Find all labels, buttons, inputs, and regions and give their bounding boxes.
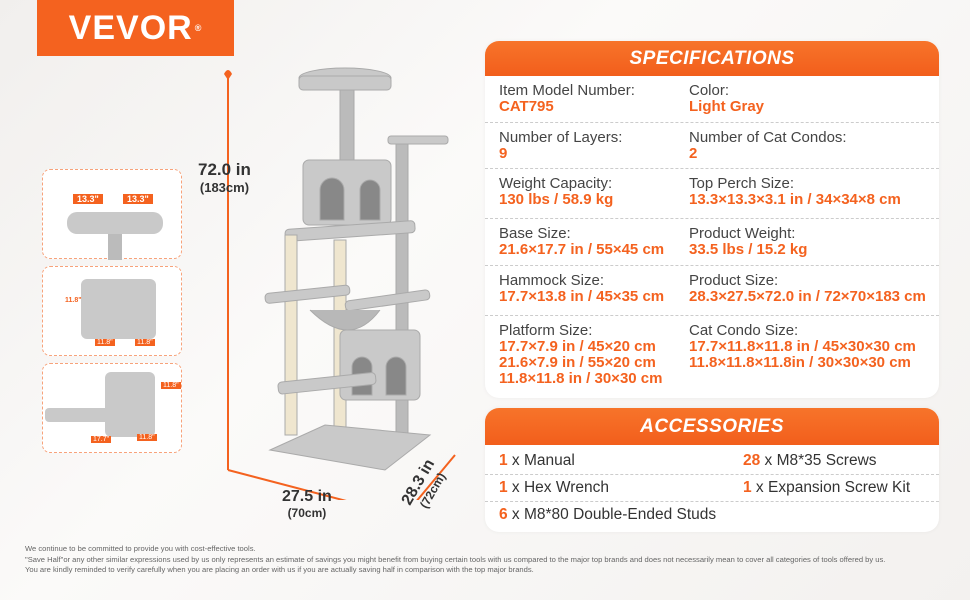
spec-cell: Weight Capacity: 130 lbs / 58.9 kg	[485, 176, 675, 218]
disclaimer-line: We continue to be committed to provide y…	[25, 544, 256, 553]
accessory-qty: 28	[743, 452, 761, 469]
accessory-name: x M8*80 Double-Ended Studs	[507, 506, 717, 523]
accessory-qty: 6	[499, 506, 508, 523]
spec-row: Hammock Size: 17.7×13.8 in / 45×35 cm Prod…	[485, 266, 939, 316]
accessory-name: x Expansion Screw Kit	[751, 479, 911, 496]
inset-lower-condo: 11.8" 17.7" 11.8"	[42, 363, 182, 453]
inset-label: 11.8"	[65, 297, 82, 304]
spec-value: 21.6×17.7 in / 55×45 cm	[499, 241, 665, 258]
spec-value: 17.7×11.8×11.8 in / 45×30×30 cm	[689, 338, 916, 355]
accessory-row: 1 x Manual 28 x M8*35 Screws	[485, 448, 939, 475]
accessory-item: 28 x M8*35 Screws	[731, 448, 939, 474]
spec-cell: Item Model Number: CAT795	[485, 83, 675, 122]
spec-label: Hammock Size:	[499, 272, 605, 289]
spec-label: Product Size:	[689, 272, 779, 289]
spec-value: 33.5 lbs / 15.2 kg	[689, 241, 808, 258]
cat-tree-image	[224, 67, 456, 500]
spec-label: Product Weight:	[689, 225, 796, 242]
accessory-row: 6 x M8*80 Double-Ended Studs	[485, 502, 939, 528]
spec-cell: Hammock Size: 17.7×13.8 in / 45×35 cm	[485, 273, 675, 315]
spec-label: Weight Capacity:	[499, 175, 613, 192]
spec-label: Top Perch Size:	[689, 175, 795, 192]
spec-value: Light Gray	[689, 98, 765, 115]
spec-label: Item Model Number:	[499, 82, 635, 99]
height-cm: (183cm)	[199, 180, 250, 195]
height-in: 72.0 in	[198, 160, 251, 179]
spec-label: Number of Layers:	[499, 129, 623, 146]
spec-cell: Cat Condo Size: 17.7×11.8×11.8 in / 45×30…	[675, 323, 939, 396]
accessories-card: ACCESSORIES 1 x Manual 28 x M8*35 Screws 1…	[485, 408, 939, 532]
accessory-name: x M8*35 Screws	[760, 452, 877, 469]
spec-cell: Product Weight: 33.5 lbs / 15.2 kg	[675, 226, 939, 265]
spec-row: Weight Capacity: 130 lbs / 58.9 kg Top Per…	[485, 169, 939, 219]
accessories-title: ACCESSORIES	[485, 408, 939, 445]
spec-label: Platform Size:	[499, 322, 593, 339]
spec-label: Color:	[689, 82, 730, 99]
inset-label: 11.8"	[137, 434, 157, 441]
accessory-name: x Manual	[507, 452, 575, 469]
spec-value: CAT795	[499, 98, 554, 115]
spec-value: 11.8×11.8×11.8in / 30×30×30 cm	[689, 354, 911, 371]
spec-label: Base Size:	[499, 225, 571, 242]
spec-row: Platform Size: 17.7×7.9 in / 45×20 cm 21.6…	[485, 316, 939, 396]
spec-value: 130 lbs / 58.9 kg	[499, 191, 614, 208]
spec-row: Number of Layers: 9 Number of Cat Condos: 2	[485, 123, 939, 169]
inset-condo: 11.8" 11.8" 11.8"	[42, 266, 182, 356]
accessory-item: 1 x Expansion Screw Kit	[731, 475, 939, 501]
spec-value: 2	[689, 145, 698, 162]
dimension-lines	[227, 75, 456, 500]
disclaimer-line: You are kindly reminded to verify carefu…	[25, 565, 534, 574]
specifications-card: SPECIFICATIONS Item Model Number: CAT795 C…	[485, 41, 939, 398]
accessory-item: 6 x M8*80 Double-Ended Studs	[485, 502, 939, 528]
dimension-marker-top	[224, 70, 232, 80]
inset-label: 11.8"	[161, 382, 181, 389]
spec-value: 9	[499, 145, 508, 162]
registered-mark: ®	[194, 23, 203, 33]
inset-label: 11.8"	[95, 339, 115, 346]
disclaimer: We continue to be committed to provide y…	[25, 544, 945, 576]
spec-row: Base Size: 21.6×17.7 in / 55×45 cm Product…	[485, 219, 939, 266]
accessory-qty: 1	[743, 479, 752, 496]
accessory-row: 1 x Hex Wrench 1 x Expansion Screw Kit	[485, 475, 939, 502]
inset-top-perch: 13.3" 13.3"	[42, 169, 182, 260]
spec-cell: Product Size: 28.3×27.5×72.0 in / 72×70×1…	[675, 273, 939, 315]
spec-value: 17.7×7.9 in / 45×20 cm	[499, 338, 656, 355]
spec-value: 28.3×27.5×72.0 in / 72×70×183 cm	[689, 288, 926, 305]
specifications-title: SPECIFICATIONS	[485, 41, 939, 76]
logo-text: VEVOR	[68, 8, 193, 47]
spec-row: Item Model Number: CAT795 Color: Light Gray	[485, 76, 939, 123]
inset-label: 13.3"	[73, 194, 103, 204]
spec-cell: Top Perch Size: 13.3×13.3×3.1 in / 34×34×…	[675, 176, 939, 218]
spec-label: Number of Cat Condos:	[689, 129, 847, 146]
spec-value: 17.7×13.8 in / 45×35 cm	[499, 288, 665, 305]
accessory-qty: 1	[499, 452, 508, 469]
spec-value: 21.6×7.9 in / 55×20 cm	[499, 354, 656, 371]
spec-cell: Base Size: 21.6×17.7 in / 55×45 cm	[485, 226, 675, 265]
inset-label: 11.8"	[135, 339, 155, 346]
spec-cell: Number of Layers: 9	[485, 130, 675, 168]
accessory-item: 1 x Manual	[485, 448, 731, 474]
spec-label: Cat Condo Size:	[689, 322, 799, 339]
width-cm: (70cm)	[287, 506, 327, 520]
accessory-qty: 1	[499, 479, 508, 496]
width-in: 27.5 in	[282, 488, 332, 505]
spec-cell: Platform Size: 17.7×7.9 in / 45×20 cm 21.6…	[485, 323, 675, 396]
vevor-logo: VEVOR ®	[37, 0, 234, 56]
spec-cell: Number of Cat Condos: 2	[675, 130, 939, 168]
spec-value: 13.3×13.3×3.1 in / 34×34×8 cm	[689, 191, 901, 208]
accessory-item: 1 x Hex Wrench	[485, 475, 731, 501]
inset-label: 17.7"	[91, 436, 112, 443]
spec-value: 11.8×11.8 in / 30×30 cm	[499, 370, 663, 387]
inset-label: 13.3"	[123, 194, 153, 204]
spec-cell: Color: Light Gray	[675, 83, 939, 122]
height-dimension: 72.0 in (183cm)	[198, 160, 251, 195]
accessory-name: x Hex Wrench	[507, 479, 609, 496]
width-dimension: 27.5 in (70cm)	[282, 488, 332, 520]
disclaimer-line: "Save Half"or any other similar expressi…	[25, 554, 886, 564]
